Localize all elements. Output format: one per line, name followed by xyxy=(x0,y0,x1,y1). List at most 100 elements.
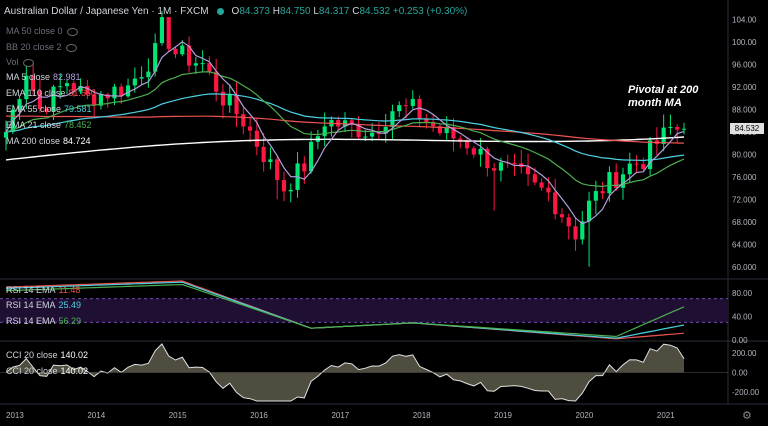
cci-legend-item[interactable]: CCI 20 close 140.02 xyxy=(6,350,88,361)
candle-body xyxy=(492,168,497,171)
candle-body xyxy=(634,163,639,165)
price-tick-label: 80.000 xyxy=(732,150,757,159)
candle-body xyxy=(268,159,273,163)
symbol-title[interactable]: Australian Dollar / Japanese Yen · 1M · … xyxy=(4,5,209,17)
candle-body xyxy=(37,90,42,110)
rsi-legend-item[interactable]: RSI 14 EMA 56.29 xyxy=(6,316,81,327)
indicator-name: BB 20 close 2 xyxy=(6,42,62,52)
market-status-icon xyxy=(216,7,224,15)
cci-legend-name: CCI 20 close xyxy=(6,350,58,360)
candle-body xyxy=(159,17,165,44)
hidden-eye-icon[interactable] xyxy=(66,27,78,36)
symbol-header: Australian Dollar / Japanese Yen · 1M · … xyxy=(4,4,467,18)
candle-body xyxy=(525,167,531,175)
candle-body xyxy=(641,164,646,170)
candle-body xyxy=(200,63,205,65)
ema21-line xyxy=(5,71,685,188)
candle-body xyxy=(58,86,63,88)
price-tick-label: 76.000 xyxy=(732,173,757,182)
candle-body xyxy=(166,17,171,49)
candle-body xyxy=(132,78,137,86)
candle-body xyxy=(153,43,158,72)
candle-body xyxy=(471,148,476,155)
price-tick-label: 72.000 xyxy=(732,195,757,204)
candle-body xyxy=(512,163,517,165)
candle-body xyxy=(580,221,585,240)
candle-body xyxy=(92,94,97,106)
indicator-legend-item[interactable]: MA 200 close 84.724 xyxy=(6,136,91,147)
hidden-eye-icon[interactable] xyxy=(22,58,34,67)
candle-body xyxy=(241,114,246,127)
settings-gear-icon[interactable]: ⚙ xyxy=(742,410,752,422)
cci-legend-item[interactable]: CCI 20 close 140.02 xyxy=(6,366,88,377)
candle-body xyxy=(431,121,436,127)
rsi-band xyxy=(0,298,728,323)
candle-body xyxy=(261,146,266,163)
candle-body xyxy=(607,172,612,194)
rsi-legend-item[interactable]: RSI 14 EMA 25.49 xyxy=(6,300,81,311)
indicator-legend-item[interactable]: EMA 110 close 81.650 xyxy=(6,88,96,99)
cci-tick-label: 0.00 xyxy=(732,369,748,378)
candle-body xyxy=(24,75,29,100)
indicator-value: 81.650 xyxy=(68,88,96,98)
candle-body xyxy=(17,99,22,110)
indicator-legend-item[interactable]: EMA 21 close 78.452 xyxy=(6,120,92,131)
candle-body xyxy=(546,187,551,193)
candle-body xyxy=(458,138,463,142)
candle-body xyxy=(85,86,90,95)
rsi-legend-item[interactable]: RSI 14 EMA 11.48 xyxy=(6,285,80,296)
candle-body xyxy=(71,83,76,92)
candle-body xyxy=(51,86,56,112)
candle-body xyxy=(146,71,151,78)
hidden-eye-icon[interactable] xyxy=(65,43,77,52)
candle-body xyxy=(44,109,49,112)
candle-body xyxy=(444,126,449,134)
candle-body xyxy=(397,105,402,112)
indicator-legend-item[interactable]: BB 20 close 2 xyxy=(6,42,77,53)
candle-body xyxy=(627,163,632,175)
candle-body xyxy=(614,172,619,188)
candle-body xyxy=(478,148,483,155)
indicator-name: MA 5 close xyxy=(6,72,51,82)
rsi-legend-name: RSI 14 EMA xyxy=(6,300,56,310)
indicator-legend-item[interactable]: MA 50 close 0 xyxy=(6,26,78,37)
price-tick-label: 100.00 xyxy=(732,38,757,47)
indicator-legend-item[interactable]: EMA 55 close 79.581 xyxy=(6,104,92,115)
candle-body xyxy=(234,94,239,115)
candle-body xyxy=(586,200,592,222)
candle-body xyxy=(64,83,70,87)
rsi-legend-value: 56.29 xyxy=(58,316,82,326)
price-tick-label: 92.000 xyxy=(732,83,757,92)
indicator-legend-item[interactable]: Vol xyxy=(6,57,34,68)
candle-body xyxy=(370,132,375,137)
candle-body xyxy=(410,99,415,106)
candle-body xyxy=(681,128,687,130)
candle-body xyxy=(390,111,395,127)
candle-body xyxy=(302,163,307,172)
candle-body xyxy=(78,86,83,92)
candle-body xyxy=(532,174,537,183)
indicator-name: EMA 21 close xyxy=(6,120,62,130)
time-tick-label: 2016 xyxy=(250,411,268,420)
candle-body xyxy=(31,75,36,91)
candle-body xyxy=(620,174,626,188)
candle-body xyxy=(417,99,422,119)
rsi-legend-value: 25.49 xyxy=(58,300,82,310)
last-price-tag: 84.532 xyxy=(730,123,764,134)
candle-body xyxy=(437,126,443,134)
time-tick-label: 2017 xyxy=(331,411,349,420)
time-tick-label: 2015 xyxy=(169,411,187,420)
indicator-name: EMA 55 close xyxy=(6,104,62,114)
candle-body xyxy=(349,120,354,125)
indicator-legend-item[interactable]: MA 5 close 82.981 xyxy=(6,72,81,83)
price-tick-label: 104.00 xyxy=(732,15,757,24)
indicator-value: 84.724 xyxy=(63,136,91,146)
candle-body xyxy=(220,91,226,106)
indicator-name: MA 200 close xyxy=(6,136,61,146)
candle-body xyxy=(383,126,388,134)
rsi-legend-name: RSI 14 EMA xyxy=(6,316,56,326)
rsi-tick-label: 80.00 xyxy=(732,289,753,298)
candle-body xyxy=(553,192,558,215)
